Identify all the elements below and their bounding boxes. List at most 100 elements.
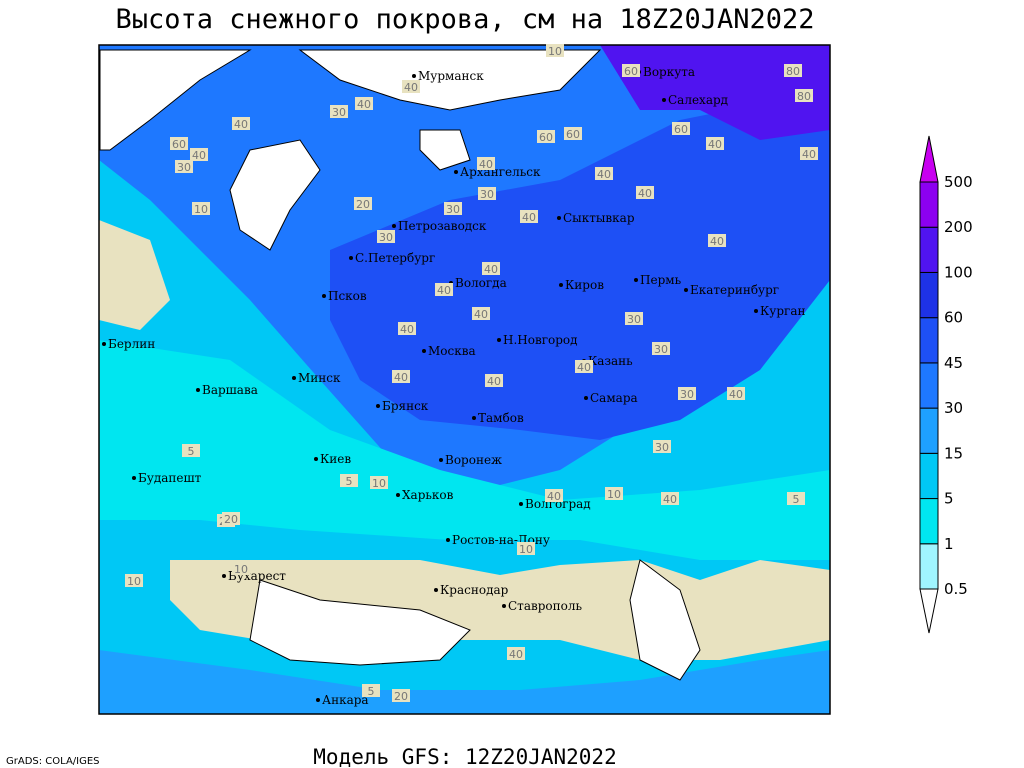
city-dot (502, 604, 506, 608)
colorbar-label: 30 (944, 399, 963, 417)
snow-deep (330, 90, 830, 440)
colorbar-band (919, 407, 939, 454)
city-label: Минск (298, 371, 341, 385)
colorbar-label: 500 (944, 173, 973, 191)
contour-label: 40 (192, 149, 206, 162)
contour-label: 30 (177, 161, 191, 174)
contour-label-box (661, 492, 679, 505)
contour-label: 40 (710, 235, 724, 248)
colorbar-band (919, 271, 939, 319)
city-dot (454, 170, 458, 174)
norwegian-sea (99, 49, 252, 151)
city-label: Салехард (668, 93, 728, 107)
contour-label-box (595, 167, 613, 180)
city-label: Петрозаводск (398, 219, 487, 233)
city-label: Анкара (322, 693, 369, 707)
contour-label-box (444, 202, 462, 215)
contour-label-box (182, 444, 200, 457)
city-dot (434, 588, 438, 592)
map-frame (98, 44, 831, 715)
contour-label: 30 (379, 231, 393, 244)
city-label: Сыктывкар (563, 211, 635, 225)
contour-label-box (678, 387, 696, 400)
city-label: Берлин (108, 337, 155, 351)
contour-label-box (362, 684, 380, 697)
contour-label-box (672, 122, 690, 135)
city-label: Воркута (643, 65, 695, 79)
contour-label: 30 (446, 203, 460, 216)
contour-label: 30 (480, 188, 494, 201)
contour-label-box (340, 474, 358, 487)
contour-label-box (708, 234, 726, 247)
city-label: Ставрополь (508, 599, 582, 613)
contour-label-box (622, 64, 640, 77)
footer: Модель GFS: 12Z20JAN2022 (313, 745, 616, 768)
contour-label: 40 (357, 98, 371, 111)
city-label: Курган (760, 304, 805, 318)
city-label: Самара (590, 391, 638, 405)
city-label: Ростов-на-Дону (452, 533, 550, 547)
contour-label: 40 (547, 490, 561, 503)
contour-label-box (435, 283, 453, 296)
contour-label-box (354, 197, 372, 210)
city-dot (684, 288, 688, 292)
contour-label-box (402, 80, 420, 93)
contour-label-box (485, 374, 503, 387)
contour-label: 40 (484, 263, 498, 276)
black-sea (249, 579, 471, 666)
snow-thin (99, 340, 830, 560)
contour-label-box (636, 186, 654, 199)
contour-label-box (232, 562, 250, 575)
city-dot (196, 388, 200, 392)
baltic-sea (229, 139, 321, 251)
contour-label: 30 (332, 106, 346, 119)
city-label: Мурманск (418, 69, 484, 83)
city-label: Екатеринбург (690, 283, 779, 297)
colorbar-band (919, 226, 939, 273)
contour-label-box (370, 476, 388, 489)
colorbar-label: 15 (944, 444, 963, 462)
city-dot (396, 493, 400, 497)
contour-label: 10 (607, 488, 621, 501)
city-label: Воронеж (445, 453, 502, 467)
contour-label: 40 (404, 81, 418, 94)
contour-label-box (192, 202, 210, 215)
colorbar-label: 200 (944, 218, 973, 236)
contour-label-box (787, 492, 805, 505)
contour-label: 40 (663, 493, 677, 506)
city-dot (322, 294, 326, 298)
contour-label: 40 (479, 158, 493, 171)
contour-label-box (507, 647, 525, 660)
city-label: Будапешт (138, 471, 202, 485)
contour-label: 30 (627, 313, 641, 326)
map (98, 44, 831, 715)
contour-label-box (482, 262, 500, 275)
colorbar-label: 100 (944, 263, 973, 281)
land-no-snow (99, 220, 170, 330)
colorbar-band (919, 452, 939, 500)
colorbar-lower-triangle (919, 588, 939, 634)
contour-label: 5 (368, 685, 375, 698)
contour-label: 40 (437, 284, 451, 297)
contour-label: 30 (655, 441, 669, 454)
credit: GrADS: COLA/IGES (6, 756, 100, 767)
contour-label: 60 (172, 138, 186, 151)
contour-label: 5 (793, 493, 800, 506)
contour-label: 30 (680, 388, 694, 401)
city-dot (662, 98, 666, 102)
contour-label: 40 (597, 168, 611, 181)
contour-label-box (575, 360, 593, 373)
city-dot (472, 416, 476, 420)
contour-label-box (517, 542, 535, 555)
colorbar-label: 5 (944, 490, 954, 508)
city-dot (584, 396, 588, 400)
city-label: Варшава (202, 383, 258, 397)
contour-label: 10 (127, 575, 141, 588)
contour-label: 80 (786, 65, 800, 78)
city-label: Тамбов (478, 411, 524, 425)
contour-label-box (546, 44, 564, 57)
contour-label-box (520, 210, 538, 223)
contour-label: 80 (797, 90, 811, 103)
barents-sea (298, 49, 602, 111)
